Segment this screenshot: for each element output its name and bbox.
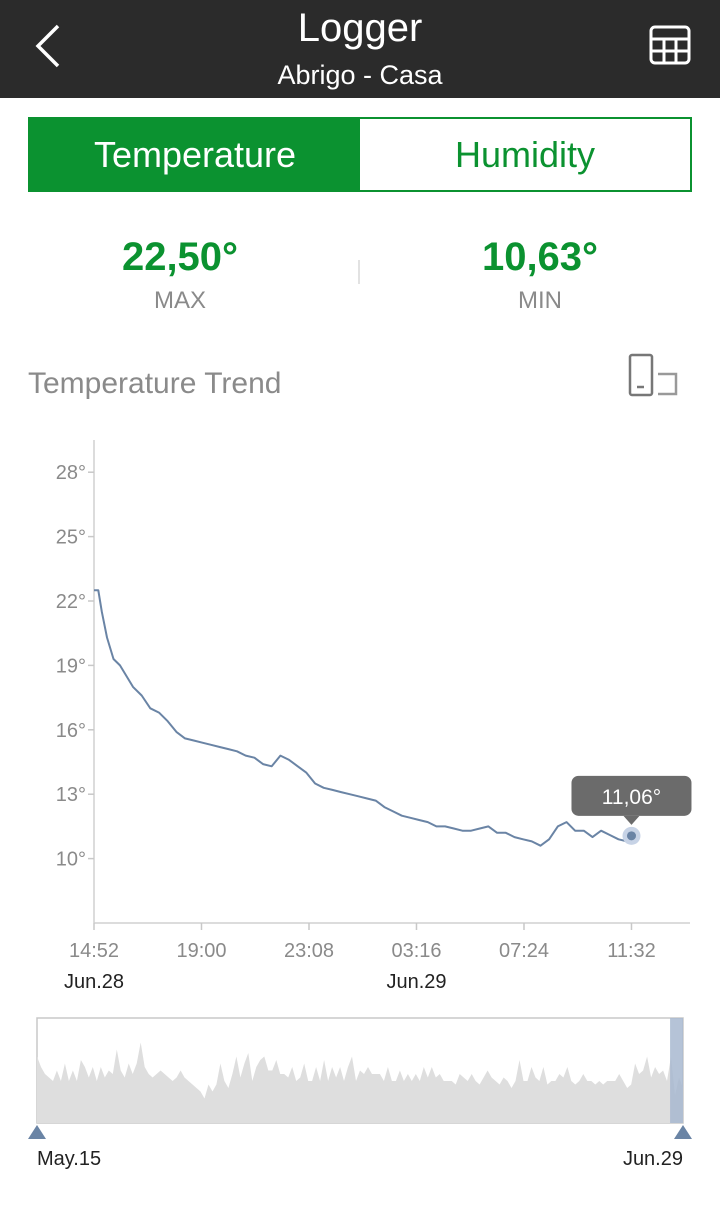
max-value: 22,50° xyxy=(121,235,239,279)
x-tick-label: 19:00 xyxy=(176,940,226,962)
min-value: 10,63° xyxy=(481,235,599,279)
max-label: MAX xyxy=(153,287,206,314)
navigator-selection-window xyxy=(670,1018,683,1123)
navigator-start-label: May.15 xyxy=(37,1148,101,1170)
x-tick-label: 14:52 xyxy=(69,940,119,962)
tooltip-label: 11,06° xyxy=(602,786,661,809)
navigator-end-label: Jun.29 xyxy=(623,1148,683,1170)
y-tick-label: 28° xyxy=(56,462,86,484)
y-tick-label: 22° xyxy=(56,591,86,613)
metric-tabs: Temperature Humidity xyxy=(28,117,692,192)
y-tick-label: 16° xyxy=(56,720,86,742)
tab-temperature[interactable]: Temperature xyxy=(30,119,360,190)
x-tick-label: 07:24 xyxy=(499,940,549,962)
y-tick-label: 19° xyxy=(56,655,86,677)
tab-humidity[interactable]: Humidity xyxy=(360,119,690,190)
date-label: Jun.29 xyxy=(386,971,446,993)
page-title: Logger xyxy=(297,6,423,50)
back-button[interactable] xyxy=(22,18,78,74)
temperature-chart: 28° 25° 22° 19° 16° 13° 10° 14:52 19:00 23:08 03:1… xyxy=(56,440,692,993)
date-label: Jun.28 xyxy=(64,971,124,993)
min-label: MIN xyxy=(518,287,562,314)
max-stat: 22,50° MAX xyxy=(0,232,360,316)
stat-divider xyxy=(358,260,360,284)
x-tick-label: 23:08 xyxy=(284,940,334,962)
temperature-series-line xyxy=(94,589,633,847)
tooltip-box xyxy=(571,775,692,816)
min-stat: 10,63° MIN xyxy=(360,232,720,316)
navigator-right-handle xyxy=(674,1125,692,1139)
rotate-screen-button[interactable] xyxy=(622,352,686,402)
y-tick-label: 10° xyxy=(56,849,86,871)
y-tick-label: 25° xyxy=(56,527,86,549)
table-view-button[interactable] xyxy=(642,18,698,74)
chevron-left-icon xyxy=(35,24,60,68)
tooltip-point xyxy=(626,831,636,841)
trend-title: Temperature Trend xyxy=(28,367,282,400)
range-navigator[interactable]: May.15 Jun.29 xyxy=(0,1005,720,1185)
y-tick-label: 13° xyxy=(56,784,86,806)
navigator-left-handle xyxy=(28,1125,46,1139)
page-subtitle: Abrigo - Casa xyxy=(277,60,443,90)
tooltip-pointer xyxy=(623,815,640,825)
table-grid-icon xyxy=(649,25,691,65)
x-tick-label: 03:16 xyxy=(391,940,441,962)
rotate-screen-icon xyxy=(628,353,678,397)
top-app-bar: Logger Abrigo - Casa xyxy=(0,0,720,98)
navigator-area xyxy=(37,1042,683,1123)
x-tick-label: 11:32 xyxy=(607,940,656,962)
